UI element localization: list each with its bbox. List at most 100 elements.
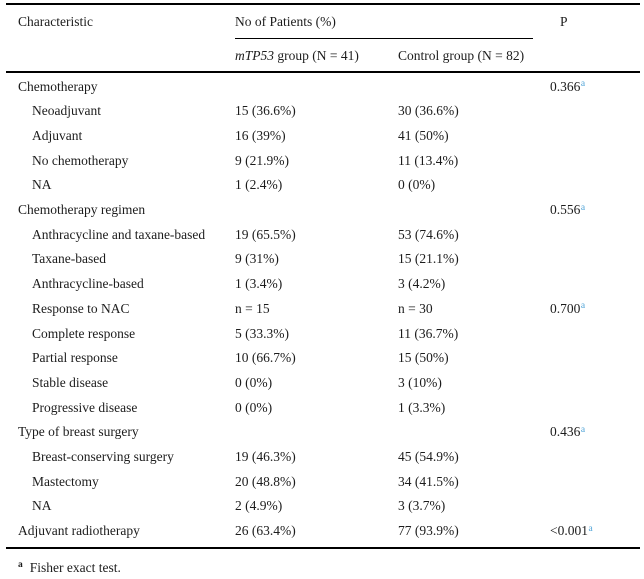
p-value-footnote-ref: a <box>580 202 586 213</box>
row-value-mtp53: 20 (48.8%) <box>235 473 296 489</box>
row-label: Stable disease <box>32 374 109 390</box>
row-p-value <box>550 347 640 372</box>
row-p-value <box>550 248 640 273</box>
row-value-control: 41 (50%) <box>398 127 449 143</box>
row-p-value <box>550 100 640 125</box>
row-label: Breast-conserving surgery <box>32 449 174 465</box>
row-value-control: 53 (74.6%) <box>398 226 459 242</box>
row-p-value: 0.436a <box>550 421 640 446</box>
p-value-text: 0.436 <box>550 424 581 440</box>
table-bottom-rule <box>6 546 640 549</box>
p-value-footnote-ref: a <box>580 424 586 435</box>
row-value-mtp53 <box>235 76 398 101</box>
row-value-mtp53: 0 (0%) <box>235 399 273 415</box>
p-value-footnote-ref: a <box>588 523 593 534</box>
row-value-mtp53: 1 (3.4%) <box>235 276 283 292</box>
mtp53-gene-name: mTP53 <box>235 48 275 63</box>
row-value-mtp53: 1 (2.4%) <box>235 177 283 193</box>
top-rule <box>6 3 640 5</box>
row-p-value <box>550 224 640 249</box>
row-p-value <box>550 397 640 422</box>
row-label: Partial response <box>32 350 118 366</box>
mtp53-group-rest: group (N = 41) <box>274 48 359 63</box>
subheader-mtp53-group: mTP53 group (N = 41) <box>235 45 375 67</box>
p-value-footnote-ref: a <box>580 301 586 312</box>
row-p-value: 0.366a <box>550 76 640 101</box>
row-value-mtp53: n = 15 <box>235 300 270 316</box>
row-p-value: 0.556a <box>550 199 640 224</box>
row-label: Anthracycline-based <box>32 276 144 292</box>
table-row: No chemotherapy 9 (21.9%) 11 (13.4%) <box>6 150 640 175</box>
row-value-control: 3 (3.7%) <box>398 498 446 514</box>
row-value-control: 11 (13.4%) <box>398 152 459 168</box>
row-value-control <box>398 199 550 224</box>
row-value-mtp53 <box>235 421 398 446</box>
row-value-control: 3 (4.2%) <box>398 276 446 292</box>
row-label: Chemotherapy <box>18 78 98 94</box>
row-value-control: 30 (36.6%) <box>398 103 459 119</box>
row-value-control: 34 (41.5%) <box>398 473 459 489</box>
header-p: P <box>560 14 568 29</box>
row-label: Complete response <box>32 325 136 341</box>
p-value-footnote-ref: a <box>580 79 586 89</box>
p-value-text: 0.700 <box>550 300 581 316</box>
row-p-value <box>550 273 640 298</box>
table-row: Anthracycline-based 1 (3.4%) 3 (4.2%) <box>6 273 640 298</box>
table-row: Type of breast surgery 0.436a <box>6 421 640 446</box>
footnote-text: Fisher exact test. <box>29 559 121 575</box>
row-value-control: 15 (50%) <box>398 350 449 366</box>
table-row: Mastectomy 20 (48.8%) 34 (41.5%) <box>6 471 640 496</box>
row-value-control: 3 (10%) <box>398 374 442 390</box>
table-row: Chemotherapy 0.366a <box>6 76 640 101</box>
header-no-of-patients: No of Patients (%) <box>235 13 533 39</box>
table-row: Progressive disease 0 (0%) 1 (3.3%) <box>6 397 640 422</box>
table-row: Complete response 5 (33.3%) 11 (36.7%) <box>6 323 640 348</box>
row-p-value <box>550 471 640 496</box>
row-label: Mastectomy <box>32 473 99 489</box>
row-label: No chemotherapy <box>32 152 129 168</box>
table-row: Neoadjuvant 15 (36.6%) 30 (36.6%) <box>6 100 640 125</box>
row-value-control: 45 (54.9%) <box>398 449 459 465</box>
row-p-value <box>550 495 640 520</box>
table-row: Stable disease 0 (0%) 3 (10%) <box>6 372 640 397</box>
p-value-text: 0.366 <box>550 78 581 94</box>
row-label: Response to NAC <box>32 300 130 316</box>
row-value-mtp53: 9 (31%) <box>235 251 279 267</box>
row-value-mtp53: 19 (65.5%) <box>235 226 296 242</box>
table-header-row: Characteristic No of Patients (%) P <box>6 5 640 39</box>
table-row: Taxane-based 9 (31%) 15 (21.1%) <box>6 248 640 273</box>
row-value-control: 1 (3.3%) <box>398 399 446 415</box>
table-row: Partial response 10 (66.7%) 15 (50%) <box>6 347 640 372</box>
p-value-text: <0.001 <box>550 523 588 539</box>
table-row: Chemotherapy regimen 0.556a <box>6 199 640 224</box>
table-row: Adjuvant radiotherapy 26 (63.4%) 77 (93.… <box>6 520 640 545</box>
row-p-value: <0.001a <box>550 520 640 545</box>
row-value-mtp53: 5 (33.3%) <box>235 325 289 341</box>
row-value-mtp53: 10 (66.7%) <box>235 350 296 366</box>
row-label: NA <box>32 177 52 193</box>
row-p-value <box>550 125 640 150</box>
row-value-mtp53: 15 (36.6%) <box>235 103 296 119</box>
subheader-spacer <box>18 45 235 67</box>
row-label: Progressive disease <box>32 399 138 415</box>
table-row: Anthracycline and taxane-based 19 (65.5%… <box>6 224 640 249</box>
row-label: Adjuvant <box>32 127 83 143</box>
row-value-mtp53: 2 (4.9%) <box>235 498 283 514</box>
table-row: NA 1 (2.4%) 0 (0%) <box>6 174 640 199</box>
row-label: Neoadjuvant <box>32 103 101 119</box>
table-row: Response to NAC n = 15 n = 30 0.700a <box>6 298 640 323</box>
row-label: Adjuvant radiotherapy <box>18 523 140 539</box>
row-p-value <box>550 446 640 471</box>
table-row: NA 2 (4.9%) 3 (3.7%) <box>6 495 640 520</box>
row-value-control: 11 (36.7%) <box>398 325 459 341</box>
table-body: Chemotherapy 0.366a Neoadjuvant 15 (36.6… <box>6 73 640 547</box>
table-row: Adjuvant 16 (39%) 41 (50%) <box>6 125 640 150</box>
row-p-value <box>550 150 640 175</box>
row-value-mtp53: 19 (46.3%) <box>235 449 296 465</box>
row-value-control: 15 (21.1%) <box>398 251 459 267</box>
row-label: Chemotherapy regimen <box>18 202 146 218</box>
row-value-mtp53: 26 (63.4%) <box>235 523 296 539</box>
table-subheader-row: mTP53 group (N = 41) Control group (N = … <box>6 39 640 71</box>
row-value-control <box>398 421 550 446</box>
